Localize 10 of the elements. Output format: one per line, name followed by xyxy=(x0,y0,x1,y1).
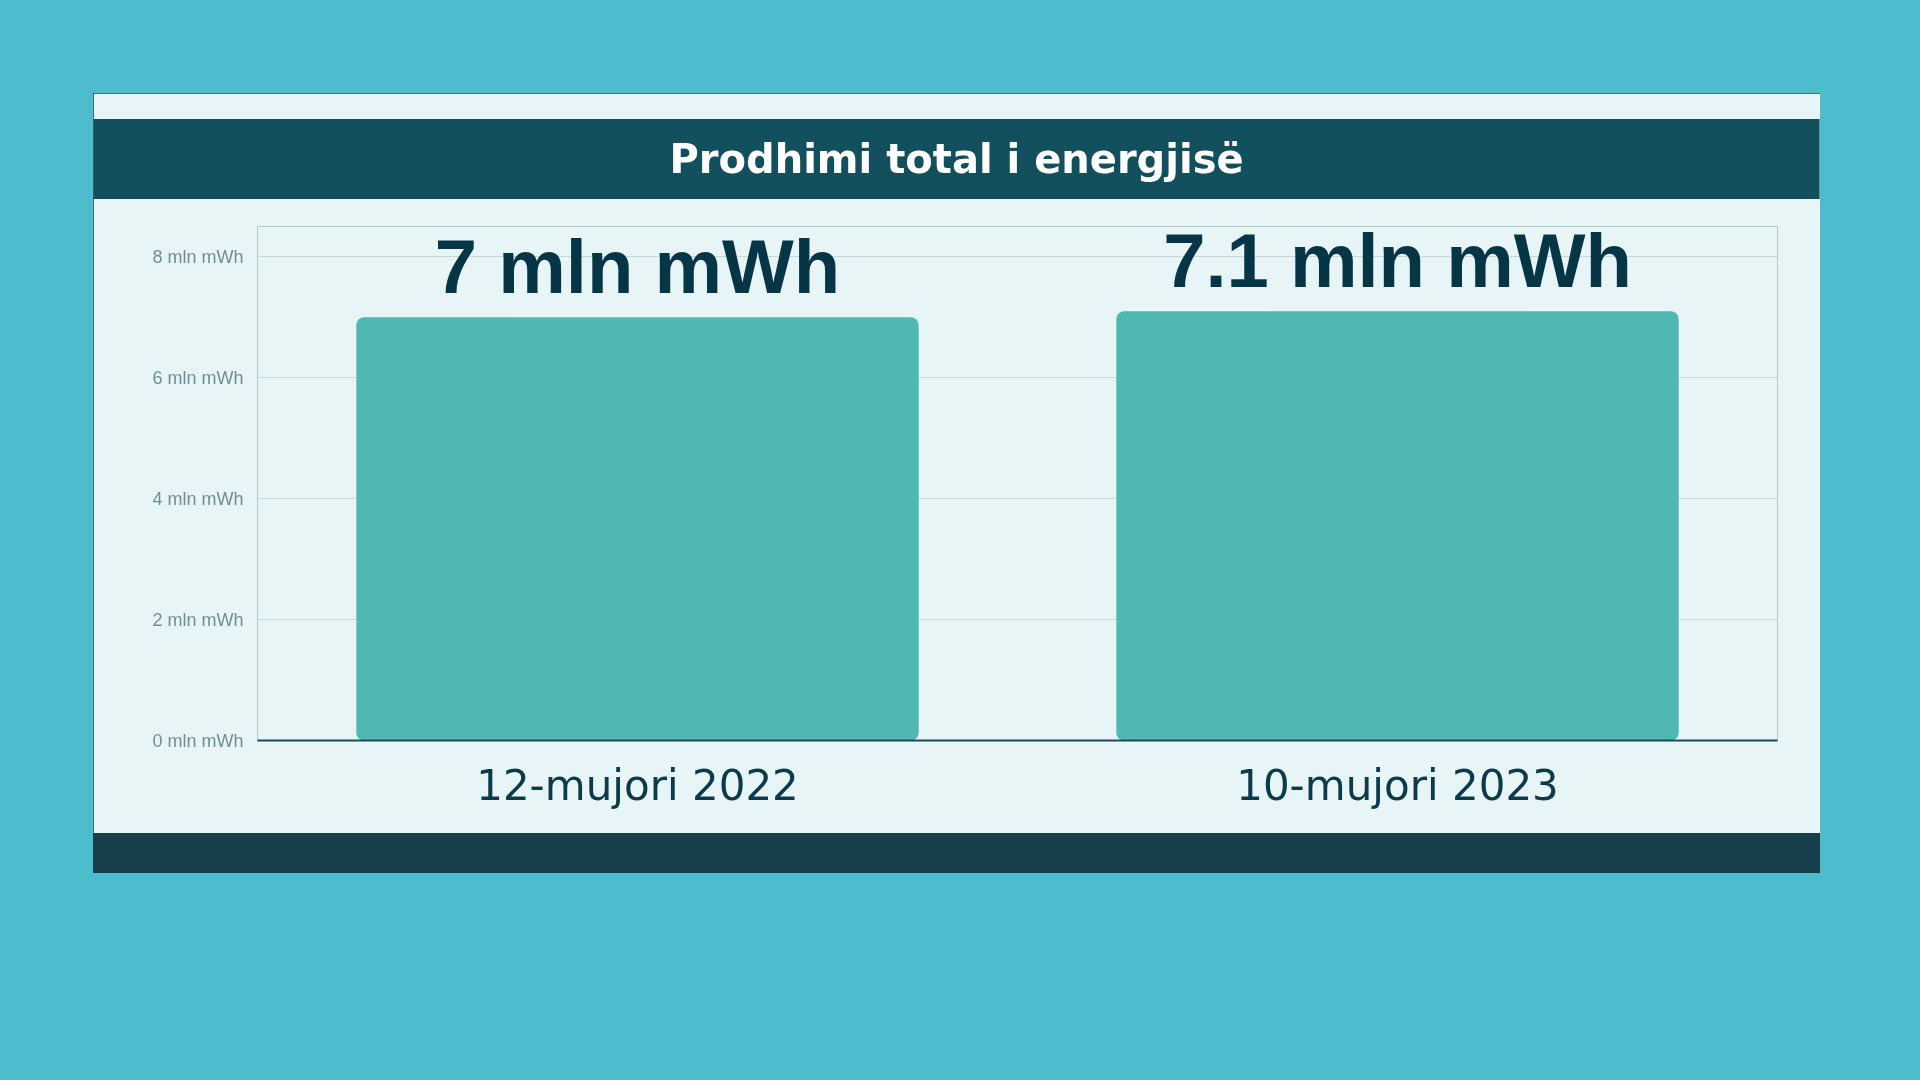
y-tick-label: 0 mln mWh xyxy=(152,730,244,751)
y-tick-label: 4 mln mWh xyxy=(152,488,244,509)
y-tick-label: 2 mln mWh xyxy=(152,609,244,630)
y-tick-label: 6 mln mWh xyxy=(152,367,244,388)
data-label: 7 mln mWh xyxy=(434,224,841,310)
chart-title: Prodhimi total i energjisë xyxy=(669,136,1244,182)
x-tick-label: 12-mujori 2022 xyxy=(476,760,799,810)
data-label: 7.1 mln mWh xyxy=(1163,218,1632,304)
y-tick-label: 8 mln mWh xyxy=(152,246,244,267)
x-tick-label: 10-mujori 2023 xyxy=(1236,760,1559,810)
